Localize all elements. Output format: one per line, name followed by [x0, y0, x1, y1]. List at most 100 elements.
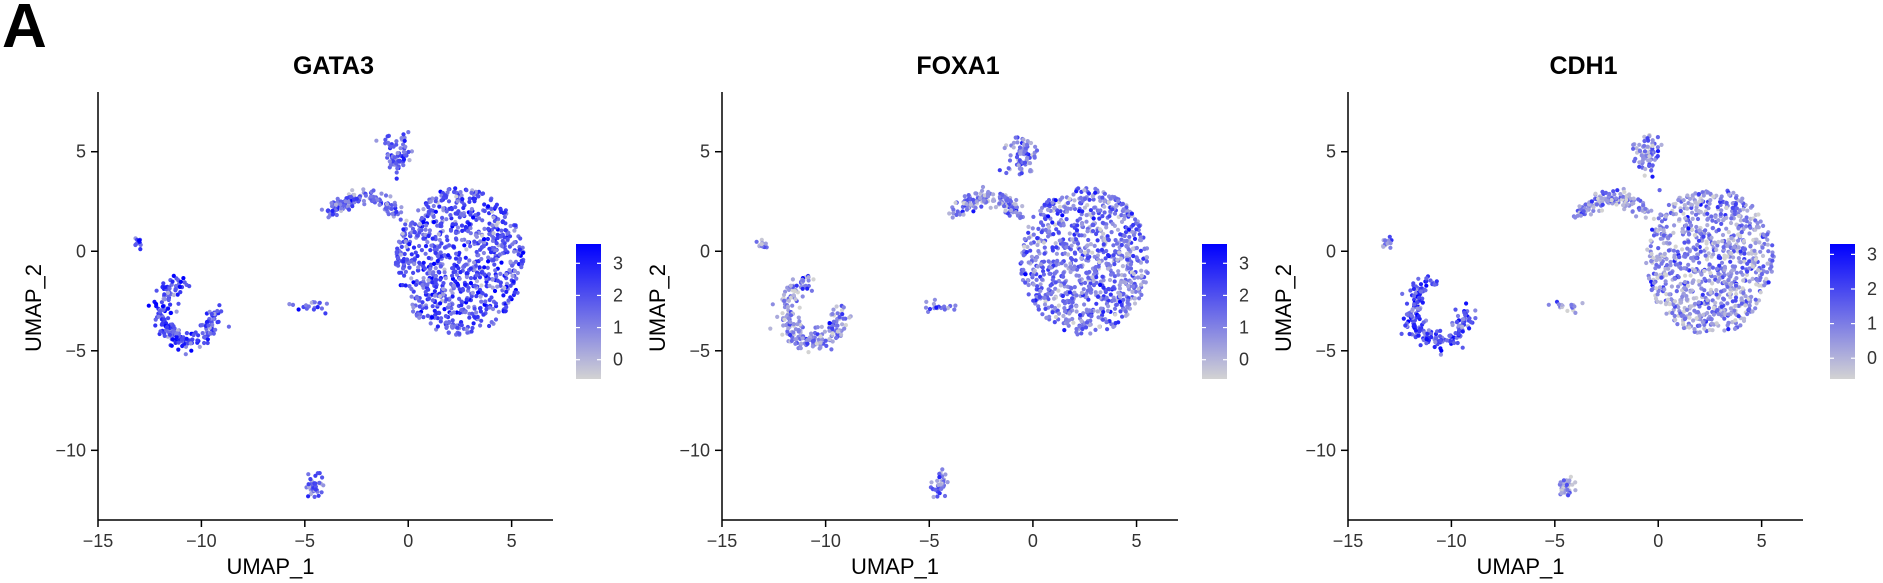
data-point — [205, 337, 210, 342]
data-point — [1085, 256, 1091, 261]
data-point — [1742, 259, 1747, 264]
data-point — [1654, 272, 1659, 277]
data-point — [1624, 197, 1629, 202]
data-point — [1666, 248, 1671, 253]
y-tick-label: 5 — [76, 142, 86, 162]
data-point — [403, 144, 408, 149]
data-point — [226, 324, 231, 329]
data-point — [1702, 276, 1707, 281]
data-point — [433, 199, 438, 204]
data-point — [1438, 352, 1443, 357]
data-point — [1706, 305, 1711, 311]
data-point — [1087, 322, 1092, 328]
data-point — [437, 244, 442, 249]
data-point — [424, 223, 429, 228]
data-point — [438, 250, 443, 255]
data-point — [417, 315, 422, 320]
data-point — [1067, 290, 1072, 295]
data-point — [1573, 215, 1578, 220]
data-point — [1115, 257, 1120, 262]
data-point — [1008, 153, 1013, 158]
data-point — [412, 257, 417, 262]
data-point — [387, 159, 392, 164]
data-point — [1058, 283, 1063, 288]
data-point — [1064, 245, 1069, 250]
data-point — [412, 229, 417, 234]
data-point — [1110, 286, 1115, 291]
data-point — [413, 282, 419, 287]
data-point — [1678, 281, 1683, 286]
data-point — [485, 236, 490, 242]
data-point — [459, 212, 465, 218]
data-point — [1014, 155, 1020, 160]
data-point — [1697, 282, 1702, 287]
data-point — [1599, 208, 1605, 213]
data-point — [512, 290, 517, 295]
data-point — [394, 142, 399, 147]
data-point — [423, 244, 429, 249]
data-point — [1124, 244, 1129, 249]
data-point — [1738, 208, 1743, 213]
data-point — [1662, 287, 1667, 292]
data-point — [1070, 237, 1075, 242]
colorbar-tick-label: 1 — [613, 318, 623, 338]
data-point — [1081, 287, 1086, 292]
data-point — [1704, 241, 1709, 246]
data-point — [451, 310, 456, 315]
data-point — [929, 480, 934, 485]
data-point — [1669, 297, 1674, 302]
data-point — [1098, 306, 1104, 311]
data-point — [1053, 314, 1058, 320]
data-point — [1019, 260, 1024, 265]
data-point — [508, 259, 513, 264]
data-point — [1682, 316, 1687, 322]
data-point — [1696, 300, 1701, 305]
y-tick-label: −5 — [1315, 341, 1336, 361]
data-point — [164, 325, 170, 330]
data-point — [1061, 223, 1066, 228]
data-point — [494, 223, 499, 228]
data-point — [1738, 218, 1743, 223]
data-point — [402, 251, 407, 257]
data-point — [1649, 168, 1654, 173]
data-point — [1604, 197, 1609, 203]
data-point — [1036, 249, 1041, 254]
data-point — [997, 201, 1002, 206]
data-point — [1400, 291, 1405, 296]
data-point — [834, 304, 839, 309]
data-point — [1112, 262, 1117, 267]
data-point — [1002, 204, 1007, 209]
data-point — [1760, 245, 1765, 250]
data-point — [455, 225, 461, 230]
data-point — [482, 237, 487, 242]
data-point — [184, 331, 189, 336]
data-point — [939, 486, 944, 491]
data-point — [1738, 260, 1743, 265]
data-point — [459, 193, 464, 198]
data-point — [1046, 214, 1051, 219]
data-point — [415, 296, 420, 301]
data-point — [1121, 279, 1127, 285]
data-point — [371, 198, 376, 203]
data-point — [1741, 207, 1746, 212]
data-point — [1680, 294, 1685, 299]
data-point — [1037, 294, 1042, 300]
data-point — [411, 309, 416, 314]
data-point — [1738, 249, 1743, 254]
data-point — [178, 290, 183, 295]
data-point — [1069, 304, 1074, 309]
data-point — [497, 252, 502, 257]
data-point — [1697, 330, 1703, 335]
data-point — [458, 270, 463, 275]
data-point — [1383, 238, 1388, 243]
data-point — [797, 305, 802, 310]
data-point — [1710, 281, 1715, 286]
data-point — [1682, 266, 1687, 271]
data-point — [398, 146, 403, 151]
data-point — [1695, 216, 1701, 222]
data-point — [962, 194, 967, 199]
data-point — [1696, 208, 1701, 214]
data-point — [1703, 228, 1708, 233]
data-point — [1567, 478, 1572, 483]
data-point — [1769, 264, 1774, 269]
